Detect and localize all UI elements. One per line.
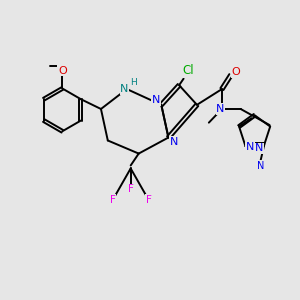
Text: O: O [58, 66, 67, 76]
Text: F: F [110, 195, 116, 205]
Text: N: N [152, 95, 160, 105]
Text: N: N [169, 137, 178, 147]
Text: N: N [257, 160, 264, 171]
Text: N: N [246, 142, 254, 152]
Text: N: N [216, 104, 225, 114]
Text: H: H [130, 78, 137, 87]
Text: F: F [146, 195, 152, 205]
Text: O: O [232, 67, 241, 77]
Text: N: N [255, 143, 264, 153]
Text: N: N [120, 84, 129, 94]
Text: Cl: Cl [182, 64, 194, 77]
Text: F: F [128, 184, 134, 194]
